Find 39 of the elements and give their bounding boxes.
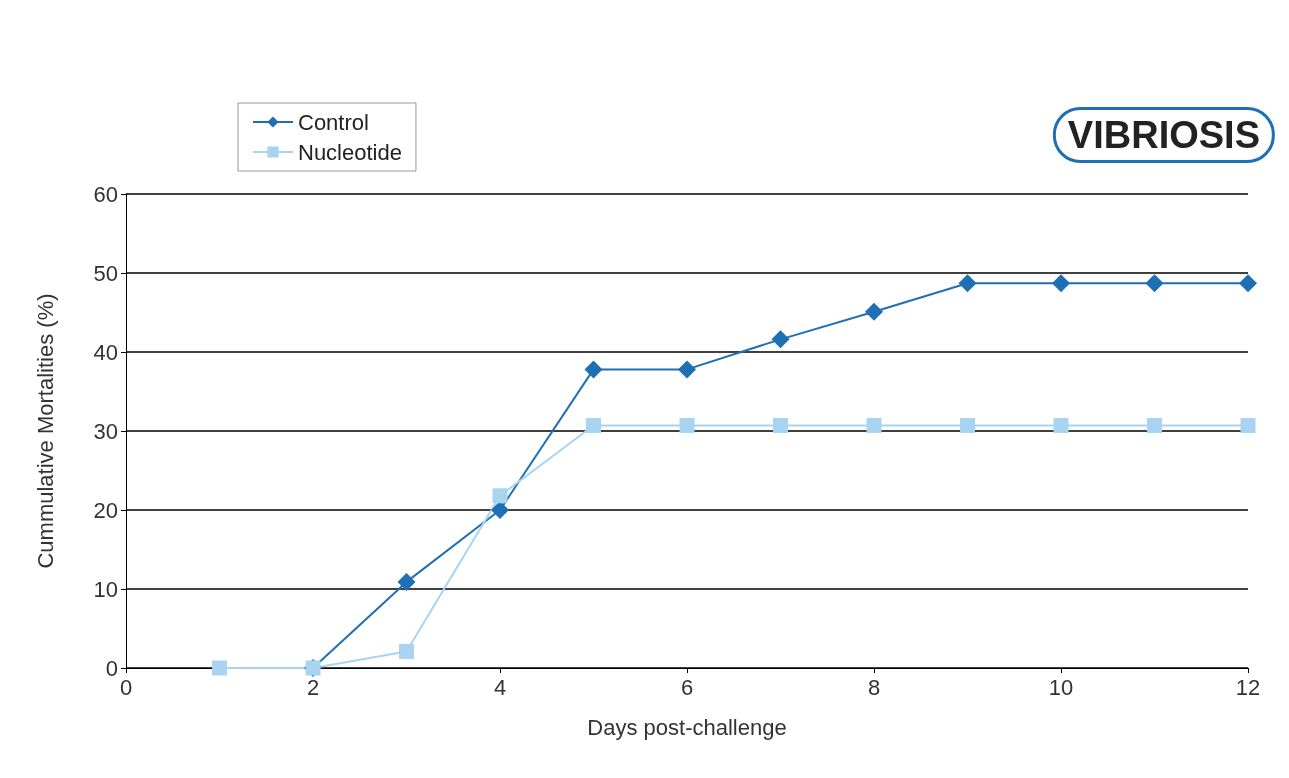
point: [397, 572, 416, 591]
x-tick-label: 10: [1048, 674, 1074, 700]
point: [586, 417, 601, 433]
y-axis-title: Cummulative Mortalities (%): [32, 293, 58, 569]
legend-label: Nucleotide: [298, 139, 402, 165]
point: [678, 360, 696, 379]
y-tick-label: 40: [93, 339, 118, 365]
legend-label: Control: [298, 109, 369, 135]
point: [771, 330, 790, 349]
point: [399, 643, 414, 659]
point: [1053, 417, 1069, 433]
x-tick-label: 8: [867, 674, 881, 700]
y-tick-label: 50: [93, 260, 118, 286]
point: [1239, 274, 1257, 293]
y-tick-label: 30: [93, 418, 118, 444]
point: [1240, 417, 1256, 433]
x-tick-label: 6: [680, 674, 694, 700]
point: [679, 417, 695, 433]
point: [1145, 274, 1164, 293]
x-tick-label: 2: [306, 674, 320, 700]
point: [866, 417, 882, 433]
point: [492, 488, 508, 504]
point: [491, 501, 509, 519]
point: [1052, 274, 1070, 293]
y-tick-label: 60: [93, 181, 118, 207]
y-tick-label: 0: [105, 655, 118, 681]
point: [1147, 417, 1162, 433]
x-tick-label: 4: [493, 674, 507, 700]
point: [865, 302, 883, 321]
point: [212, 660, 227, 676]
y-tick-label: 10: [93, 576, 118, 602]
y-tick-label: 20: [93, 497, 118, 523]
point: [958, 274, 977, 293]
x-tick-label: 12: [1235, 674, 1261, 700]
point: [773, 417, 788, 433]
point: [584, 360, 603, 379]
x-axis-title: Days post-challenge: [587, 714, 787, 740]
chart-title: VIBRIOSIS: [1067, 114, 1260, 156]
point: [960, 417, 975, 433]
